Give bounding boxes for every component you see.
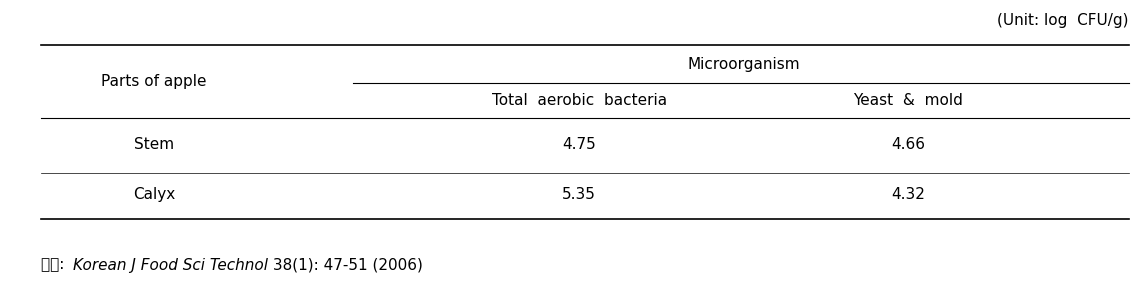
Text: (Unit: log  CFU/g): (Unit: log CFU/g)	[997, 13, 1129, 28]
Text: Yeast  &  mold: Yeast & mold	[853, 93, 962, 108]
Text: 5.35: 5.35	[562, 187, 596, 202]
Text: 출처:: 출처:	[41, 258, 69, 273]
Text: 4.66: 4.66	[891, 138, 924, 152]
Text: Stem: Stem	[134, 138, 174, 152]
Text: Korean J Food Sci Technol: Korean J Food Sci Technol	[72, 258, 267, 273]
Text: Calyx: Calyx	[133, 187, 175, 202]
Text: 4.75: 4.75	[562, 138, 596, 152]
Text: Total  aerobic  bacteria: Total aerobic bacteria	[492, 93, 666, 108]
Text: Microorganism: Microorganism	[687, 57, 799, 72]
Text: Parts of apple: Parts of apple	[101, 74, 206, 89]
Text: 38(1): 47-51 (2006): 38(1): 47-51 (2006)	[267, 258, 422, 273]
Text: 4.32: 4.32	[891, 187, 924, 202]
